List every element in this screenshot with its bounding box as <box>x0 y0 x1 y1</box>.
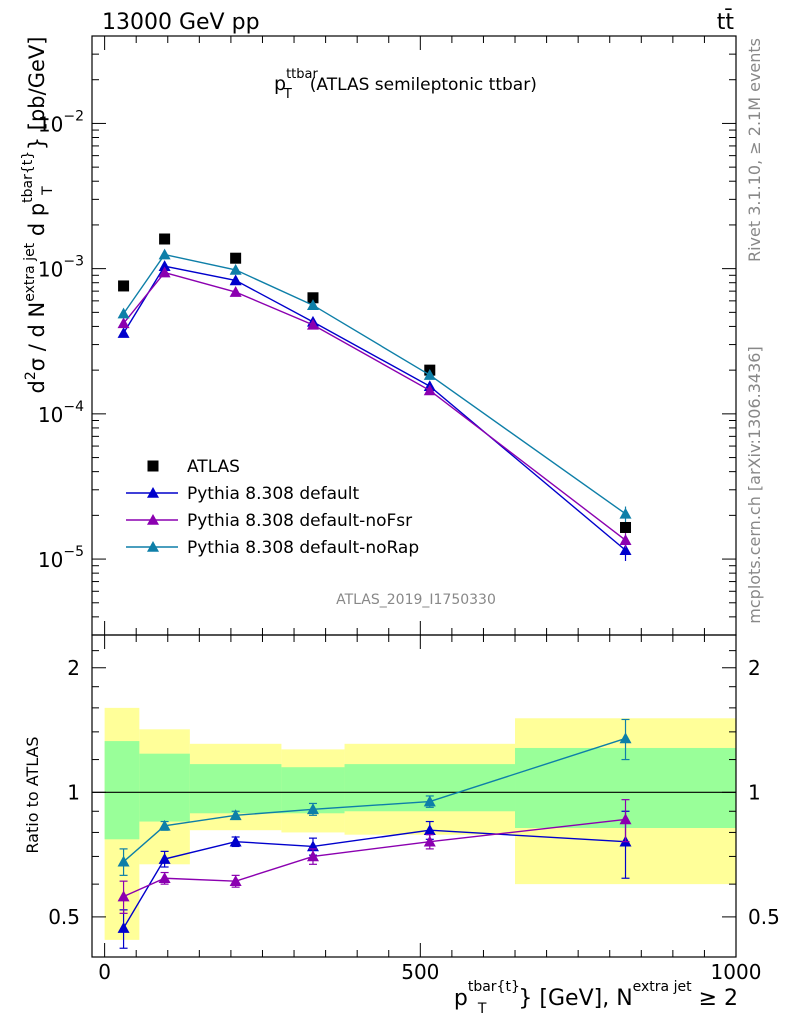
ratio-y-tick-label-right: 0.5 <box>748 905 780 929</box>
ratio-point-0-1 <box>158 853 171 864</box>
ratio-point-2-1 <box>158 819 171 831</box>
main-y-tick-label: 10−2 <box>38 108 84 136</box>
mcplots-credit-label: mcplots.cern.ch [arXiv:1306.3436] <box>745 346 764 623</box>
ratio-series-1 <box>117 799 632 914</box>
data-point-2 <box>230 252 242 264</box>
ratio-series-line-2 <box>123 737 626 863</box>
ratio-plot-panel: 0.5 0.5 1 1 2 2 0 500 1000 <box>48 36 780 984</box>
legend-label: Pythia 8.308 default-noFsr <box>187 511 412 531</box>
main-series-line-2 <box>123 271 626 541</box>
main-series-3 <box>117 248 632 523</box>
main-point-2-1 <box>158 266 171 278</box>
ratio-band-green-2 <box>189 764 282 814</box>
ratio-point-0-4 <box>423 824 436 836</box>
ratio-point-2-5 <box>619 732 632 744</box>
main-plot-title: pttbar T (ATLAS semileptonic ttbar) <box>274 67 537 102</box>
ratio-point-1-1 <box>158 872 171 884</box>
legend-item-1: Pythia 8.308 default <box>126 484 360 504</box>
ratio-band-green-1 <box>139 753 190 822</box>
main-point-2-0 <box>117 317 130 329</box>
main-point-1-1 <box>158 260 171 271</box>
legend-item-0: ATLAS <box>147 457 240 477</box>
main-point-3-1 <box>158 248 171 260</box>
main-point-2-5 <box>619 534 632 545</box>
main-point-3-0 <box>117 307 130 319</box>
ratio-series-line-0 <box>122 829 626 929</box>
ratio-point-0-0 <box>117 922 130 933</box>
ratio-point-2-2 <box>229 809 242 821</box>
ratio-band-green-0 <box>104 741 140 840</box>
main-point-2-2 <box>229 286 242 297</box>
main-y-tick-label: 10−5 <box>38 544 84 572</box>
legend-label: Pythia 8.308 default-noRap <box>187 538 419 558</box>
ratio-point-1-5 <box>619 813 632 825</box>
ratio-y-tick-label: 0.5 <box>48 905 80 929</box>
main-point-2-4 <box>423 384 436 396</box>
main-series-line-3 <box>122 253 626 515</box>
data-point-3 <box>307 292 319 304</box>
main-point-3-2 <box>229 263 242 275</box>
analysis-id-label: ATLAS_2019_I1750330 <box>336 592 496 608</box>
legend-item-2: Pythia 8.308 default-noFsr <box>126 511 412 531</box>
main-point-1-5 <box>619 544 632 556</box>
legend-item-3: Pythia 8.308 default-noRap <box>126 538 419 558</box>
main-point-3-3 <box>306 299 319 311</box>
rivet-version-label: Rivet 3.1.10, ≥ 2.1M events <box>745 38 764 262</box>
legend-marker-triangle <box>147 514 159 525</box>
main-y-axis-label: d2σ / d Nextra jet d ptbar{t} T} [pb/GeV] <box>20 37 56 394</box>
x-tick-label: 1000 <box>711 960 762 984</box>
ratio-point-1-0 <box>117 890 130 902</box>
main-y-tick-label: 10−3 <box>38 254 84 282</box>
legend-marker-triangle <box>147 541 159 552</box>
legend-marker-square <box>147 460 159 472</box>
ratio-point-0-2 <box>229 835 242 847</box>
ratio-point-2-0 <box>117 855 130 867</box>
ratio-point-2-3 <box>306 803 319 815</box>
header-process-label: tt̄ <box>717 9 735 35</box>
ratio-point-1-4 <box>423 835 436 847</box>
x-axis-label: ptbar{t} T} [GeV], Nextra jet ≥ 2 <box>454 979 738 1017</box>
ratio-y-tick-label: 1 <box>67 780 80 804</box>
x-tick-label: 0 <box>98 960 111 984</box>
ratio-y-tick-label-right: 2 <box>748 656 761 680</box>
main-y-tick-label: 10−4 <box>38 399 84 427</box>
main-series-2 <box>117 266 632 549</box>
ratio-series-line-1 <box>123 818 626 898</box>
main-point-3-4 <box>423 369 436 380</box>
legend-label: Pythia 8.308 default <box>187 484 360 504</box>
x-tick-label: 500 <box>401 960 439 984</box>
main-point-1-0 <box>117 327 130 338</box>
legend-marker-triangle <box>147 487 159 498</box>
main-plot-panel: 10−5 10−4 10−3 10−2 <box>38 35 737 636</box>
legend: ATLAS Pythia 8.308 default Pythia 8.308 de… <box>126 457 419 558</box>
main-series-line-1 <box>122 265 626 551</box>
ratio-series-2 <box>117 718 632 876</box>
header-energy-label: 13000 GeV pp <box>102 10 260 35</box>
ratio-y-tick-label: 2 <box>67 656 80 680</box>
ratio-y-tick-label-right: 1 <box>748 780 761 804</box>
ratio-point-1-3 <box>306 850 319 862</box>
data-point-0 <box>118 280 130 292</box>
ratio-point-1-2 <box>229 875 242 886</box>
main-point-1-2 <box>229 274 242 286</box>
main-point-2-3 <box>306 318 319 330</box>
ratio-point-2-4 <box>423 795 436 807</box>
ratio-plot-frame <box>91 634 737 958</box>
main-point-3-5 <box>619 507 632 519</box>
ratio-y-axis-label: Ratio to ATLAS <box>23 736 42 853</box>
data-point-1 <box>159 233 171 245</box>
data-point-5 <box>620 521 632 533</box>
legend-label: ATLAS <box>187 457 240 477</box>
